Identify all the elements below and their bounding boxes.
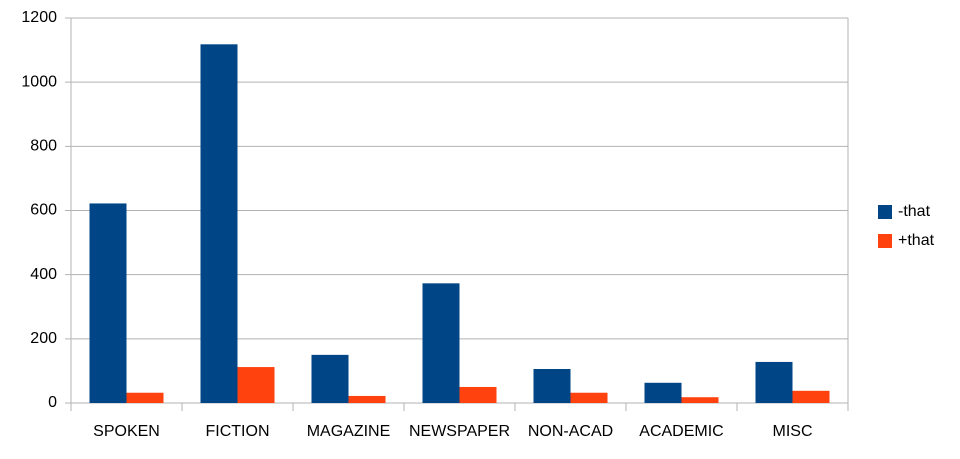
x-tick-label: NON-ACAD: [528, 423, 613, 440]
bar: [200, 44, 238, 403]
bar: [311, 354, 349, 403]
bar: [422, 283, 460, 403]
bar: [89, 203, 127, 403]
y-tick-label: 600: [30, 202, 57, 219]
bar: [755, 361, 793, 403]
x-tick-label: ACADEMIC: [639, 423, 723, 440]
y-tick-label: 1200: [21, 9, 57, 26]
x-tick-label: SPOKEN: [93, 423, 160, 440]
legend-swatch: [878, 234, 892, 248]
legend-label: +that: [898, 232, 935, 249]
y-tick-label: 200: [30, 330, 57, 347]
bar: [459, 386, 497, 403]
bar: [644, 382, 682, 403]
x-tick-label: FICTION: [206, 423, 270, 440]
y-tick-label: 400: [30, 266, 57, 283]
y-tick-label: 0: [48, 394, 57, 411]
bar: [126, 392, 164, 403]
bar: [533, 368, 571, 403]
legend-label: -that: [898, 203, 931, 220]
y-tick-label: 1000: [21, 73, 57, 90]
y-tick-label: 800: [30, 138, 57, 155]
x-tick-label: NEWSPAPER: [409, 423, 510, 440]
x-tick-label: MISC: [773, 423, 813, 440]
bar: [570, 392, 608, 403]
bar: [681, 397, 719, 403]
bar: [237, 367, 275, 403]
bar: [348, 395, 386, 403]
x-tick-label: MAGAZINE: [307, 423, 391, 440]
legend-swatch: [878, 205, 892, 219]
bar: [792, 390, 830, 403]
